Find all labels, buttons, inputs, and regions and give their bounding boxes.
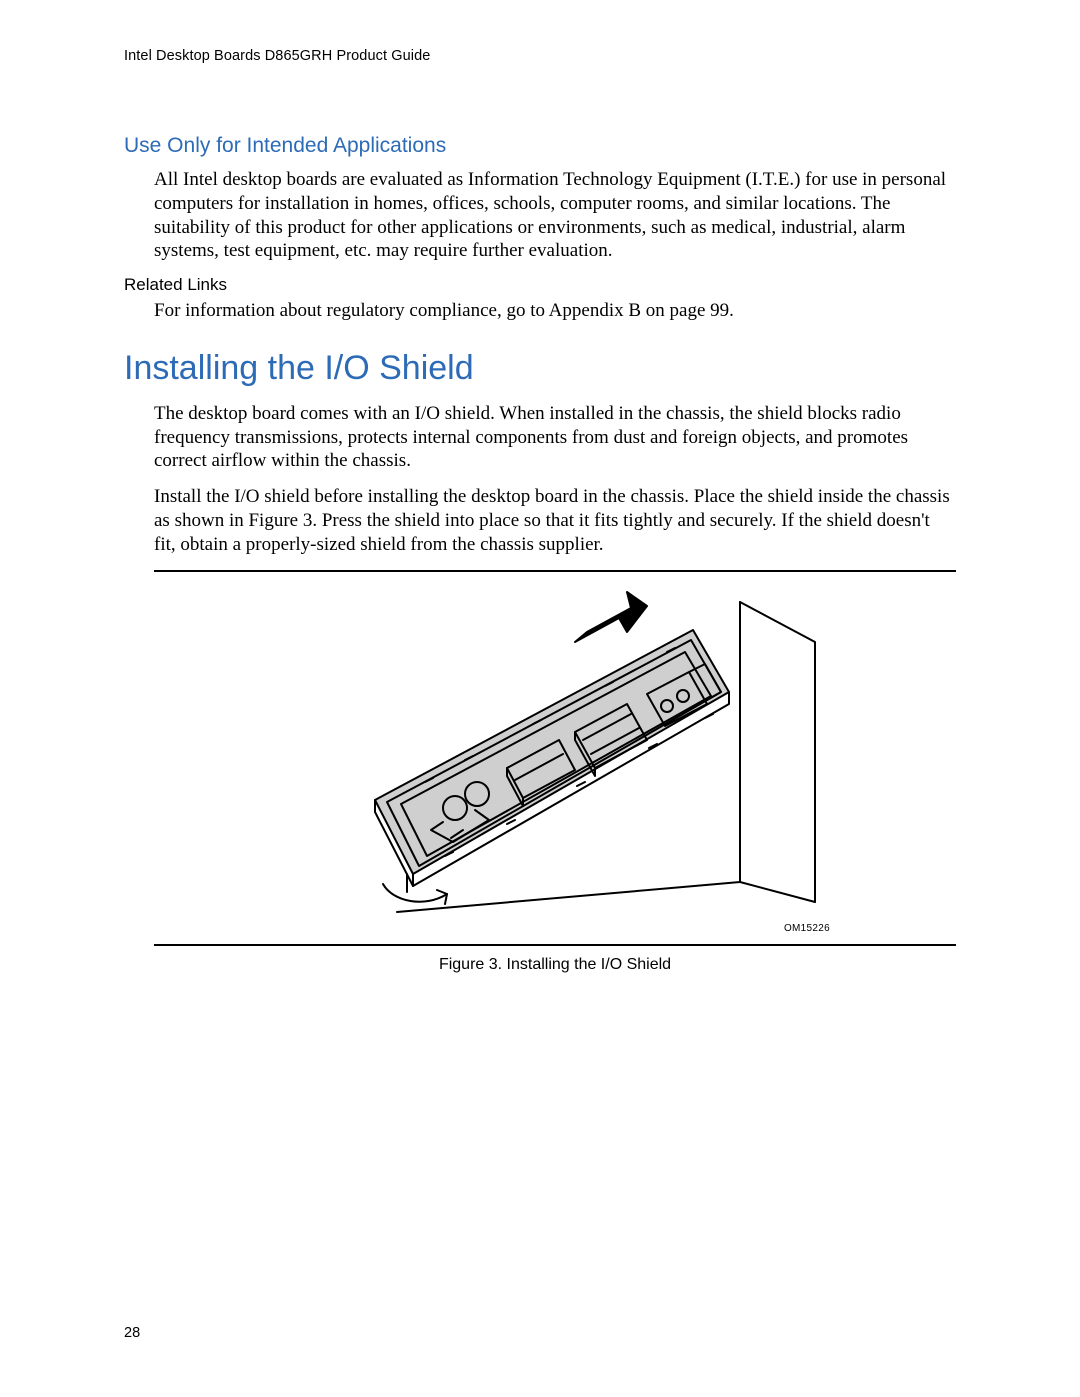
body-paragraph: For information about regulatory complia… bbox=[154, 299, 956, 323]
io-shield-illustration bbox=[275, 572, 835, 932]
figure-caption: Figure 3. Installing the I/O Shield bbox=[154, 956, 956, 974]
subheading-related-links: Related Links bbox=[124, 275, 956, 295]
page-number: 28 bbox=[124, 1325, 140, 1341]
body-paragraph: The desktop board comes with an I/O shie… bbox=[154, 402, 956, 473]
body-paragraph: Install the I/O shield before installing… bbox=[154, 485, 956, 556]
figure-code: OM15226 bbox=[784, 923, 830, 934]
section-heading-intended-apps: Use Only for Intended Applications bbox=[124, 134, 956, 158]
figure-container: OM15226 bbox=[154, 570, 956, 946]
page: Intel Desktop Boards D865GRH Product Gui… bbox=[0, 0, 1080, 1397]
heading-installing-io-shield: Installing the I/O Shield bbox=[124, 349, 956, 388]
body-paragraph: All Intel desktop boards are evaluated a… bbox=[154, 168, 956, 263]
running-header: Intel Desktop Boards D865GRH Product Gui… bbox=[124, 48, 956, 64]
